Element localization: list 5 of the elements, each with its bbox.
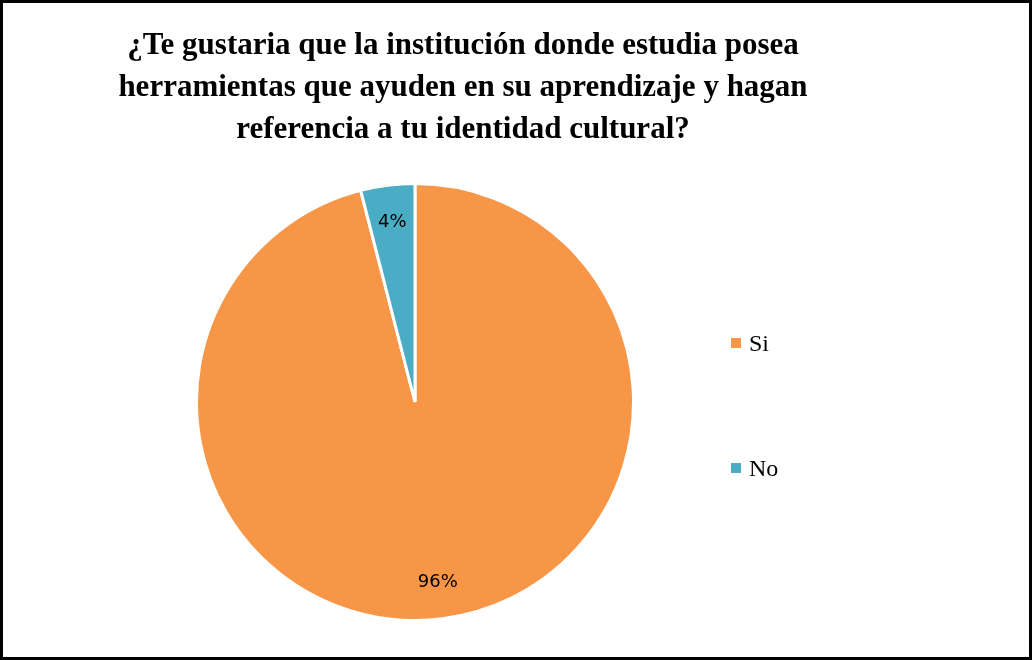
legend-label: Si [749,329,770,357]
data-label: 96% [417,569,458,591]
chart-title: ¿Te gustaria que la institución donde estudia posea herramientas que ayuden en su aprendizaje y hagan referencia a tu identidad cultural? [117,25,809,147]
data-label: 4% [377,209,407,231]
legend-label: No [749,454,779,482]
